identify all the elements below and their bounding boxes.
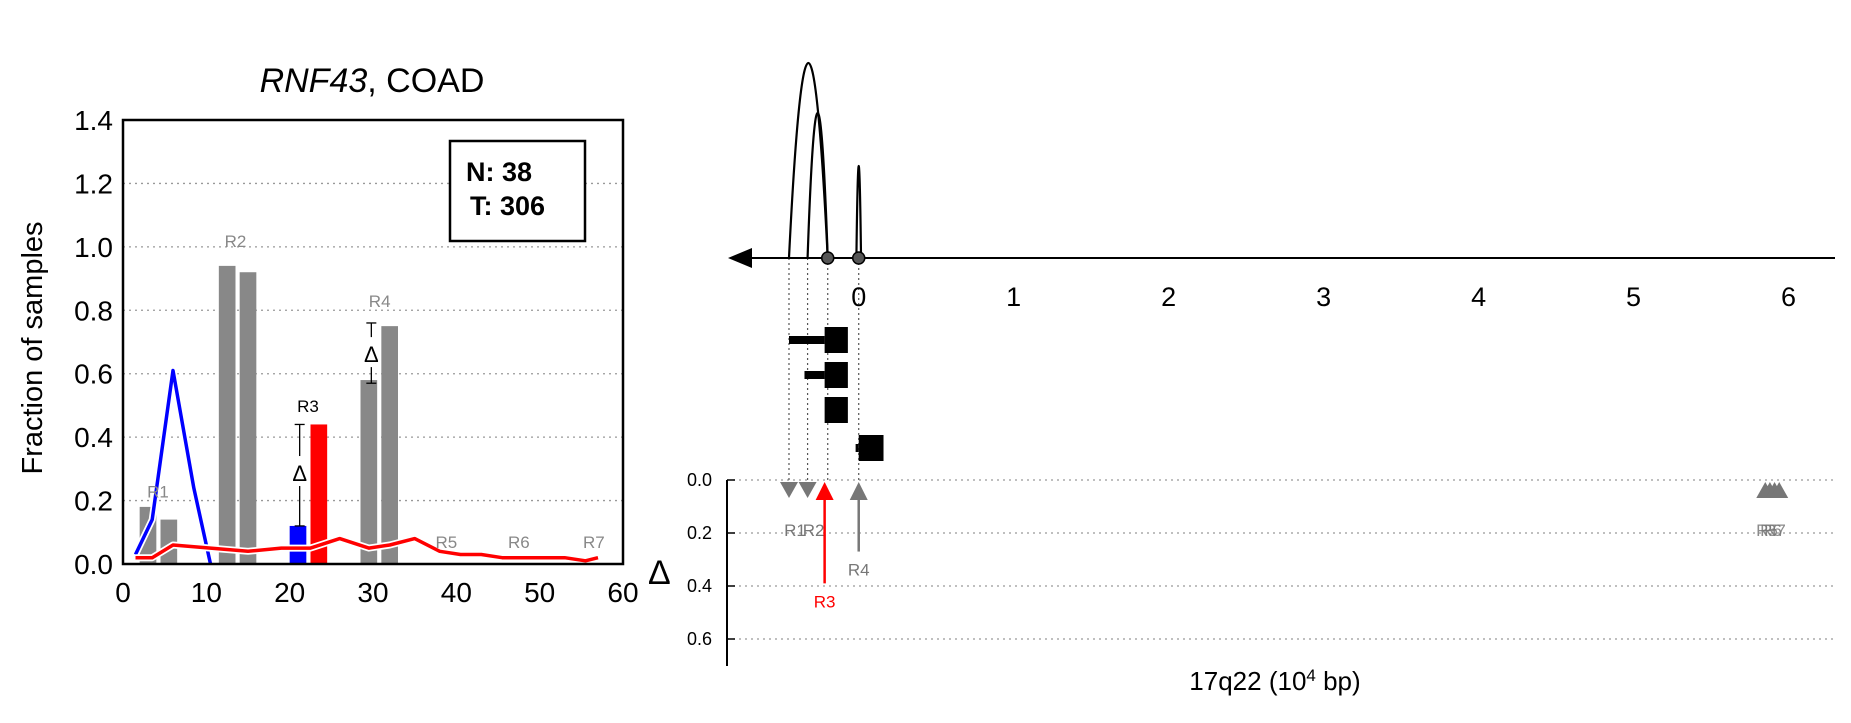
arc-anchor-dot [851, 251, 866, 265]
arc-anchor-dots [820, 251, 866, 265]
gene-box [858, 435, 884, 461]
y-tick-label: 1.0 [74, 232, 113, 263]
delta-tick-label: 0.4 [687, 576, 712, 596]
sample-count-frame [448, 139, 587, 243]
x-tick-label: 10 [191, 577, 222, 608]
tumor-count: T: 306 [470, 191, 545, 221]
bars [139, 265, 398, 564]
normal-count: N: 38 [466, 157, 532, 187]
genomic-tick-labels: 0 1 2 3 4 5 6 [851, 282, 1796, 312]
delta-tick-label: 0.2 [687, 523, 712, 543]
genomic-tick-label: 3 [1316, 282, 1331, 312]
region-label: R2 [225, 232, 247, 251]
y-tick-label: 0.2 [74, 486, 113, 517]
cluster-label: R7 [1764, 521, 1786, 540]
delta-label: Δ [648, 554, 671, 592]
chart-title: RNF43, COAD [260, 62, 485, 100]
delta-gridlines [727, 479, 1835, 640]
region-arrow-head [815, 482, 834, 500]
y-tick-labels: 0.0 0.2 0.4 0.6 0.8 1.0 1.2 1.4 [74, 105, 113, 580]
x-tick-label: 60 [607, 577, 638, 608]
cluster-label: R6 [1760, 521, 1782, 540]
region-arrow-label: R4 [848, 561, 870, 580]
gene-line [804, 371, 825, 379]
gene-line [788, 336, 825, 344]
guide-lines [788, 258, 860, 480]
region-label: R1 [147, 482, 169, 501]
series-line [135, 536, 599, 563]
y-tick-label: 0.8 [74, 295, 113, 326]
axis-arrow-left [728, 248, 752, 268]
gene-line [855, 444, 859, 452]
genomic-tick-label: 0 [851, 282, 866, 312]
region-label: R6 [508, 533, 530, 552]
gene-rows [788, 327, 884, 461]
region-labels: R1 R2 R3 R4 R5 R6 R7 [147, 232, 605, 552]
cluster-label: R5 [1756, 521, 1778, 540]
region-marker-down [779, 482, 798, 498]
arc [855, 164, 863, 259]
genomic-tick-label: 2 [1161, 282, 1176, 312]
bar [360, 380, 378, 564]
y-tick-label: 0.6 [74, 359, 113, 390]
arcs [787, 61, 863, 259]
bar [381, 326, 398, 564]
x-tick-labels: 0 10 20 30 40 50 60 [115, 577, 638, 608]
genomic-tick-label: 4 [1471, 282, 1486, 312]
region-marker-label: R1 [784, 521, 806, 540]
arc [806, 111, 829, 259]
delta-tick-label: 0.0 [687, 470, 712, 490]
gene-box [824, 362, 848, 388]
x-tick-label: 40 [441, 577, 472, 608]
region-arrow-head [849, 482, 868, 500]
bar [239, 272, 257, 564]
genomic-tick-label: 5 [1626, 282, 1641, 312]
gene-box [824, 327, 848, 353]
gene-box [824, 397, 848, 423]
region-arrow-label: R3 [814, 592, 836, 611]
y-tick-label: 0.4 [74, 422, 113, 453]
arc-anchor-dot [820, 251, 835, 265]
genomic-x-label: 17q22 (104 bp) [1189, 666, 1360, 697]
y-tick-label: 1.2 [74, 168, 113, 199]
bar-chart-panel: RNF43, COAD Fraction of samples ΔΔ R1R2R… [17, 62, 639, 608]
x-tick-label: 30 [357, 577, 388, 608]
delta-marker: Δ [364, 342, 379, 367]
region-label: R4 [369, 292, 391, 311]
y-tick-label: 0.0 [74, 549, 113, 580]
x-tick-label: 50 [524, 577, 555, 608]
bar [218, 265, 236, 564]
y-axis-label: Fraction of samples [17, 221, 49, 474]
plot-frame [121, 118, 625, 566]
cluster-marker [1770, 482, 1789, 498]
y-tick-label: 1.4 [74, 105, 113, 136]
genomic-tick-label: 1 [1006, 282, 1021, 312]
x-tick-label: 20 [274, 577, 305, 608]
bar [310, 424, 328, 564]
delta-tick-label: 0.6 [687, 629, 712, 649]
series-line [133, 368, 213, 565]
region-marker-down [798, 482, 817, 498]
delta-marker: Δ [292, 461, 307, 486]
arc [787, 61, 829, 259]
line-series [132, 367, 599, 565]
delta-tick-labels: 0.0 0.2 0.4 0.6 [687, 470, 712, 649]
error-bars: ΔΔ [292, 322, 379, 527]
x-tick-label: 0 [115, 577, 131, 608]
sample-count-box: N: 38 T: 306 [448, 139, 587, 243]
region-label: R5 [435, 533, 457, 552]
region-label: R3 [297, 397, 319, 416]
region-label: R7 [583, 533, 605, 552]
region-marker-label: R2 [803, 521, 825, 540]
genomic-tick-label: 6 [1781, 282, 1796, 312]
